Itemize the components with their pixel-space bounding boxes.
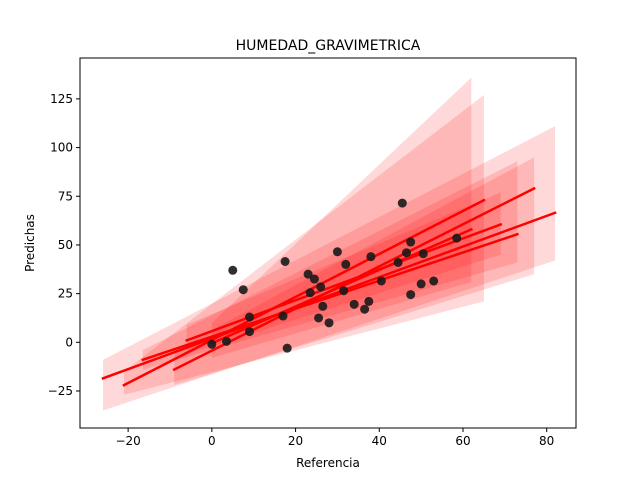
data-point-30 — [416, 279, 426, 289]
y-tick-label: −25 — [48, 384, 73, 398]
x-tick-label: 20 — [288, 434, 303, 448]
data-point-32 — [429, 276, 439, 286]
regression-line-6 — [210, 227, 474, 345]
data-point-10 — [303, 269, 313, 279]
confidence-band-3 — [142, 161, 518, 370]
y-tick-label: 75 — [58, 189, 73, 203]
data-point-5 — [245, 312, 255, 322]
data-point-25 — [393, 257, 403, 267]
y-tick-label: 25 — [58, 287, 73, 301]
data-point-4 — [238, 285, 248, 295]
data-point-9 — [282, 343, 292, 353]
regression-line-1 — [101, 211, 557, 380]
y-tick-label: 0 — [65, 335, 73, 349]
data-point-28 — [406, 237, 416, 247]
y-tick-label: 50 — [58, 238, 73, 252]
confidence-band-6 — [211, 77, 472, 358]
data-point-33 — [452, 233, 462, 243]
x-tick-label: 80 — [539, 434, 554, 448]
data-point-18 — [339, 286, 349, 296]
data-point-3 — [228, 265, 238, 275]
data-point-24 — [376, 276, 386, 286]
regression-line-5 — [185, 222, 503, 342]
data-point-26 — [397, 198, 407, 208]
chart-title: HUMEDAD_GRAVIMETRICA — [236, 38, 421, 54]
data-point-21 — [360, 304, 370, 314]
y-axis-title: Predichas — [23, 214, 37, 272]
data-point-31 — [418, 249, 428, 259]
data-point-16 — [324, 318, 334, 328]
x-tick-label: 40 — [372, 434, 387, 448]
data-point-13 — [314, 313, 324, 323]
regression-lines — [101, 186, 557, 387]
x-tick-label: 0 — [208, 434, 216, 448]
confidence-bands — [103, 77, 556, 411]
data-point-2 — [221, 336, 231, 346]
data-point-15 — [318, 301, 328, 311]
scatter-points — [207, 198, 462, 353]
confidence-band-1 — [103, 126, 556, 411]
x-tick-label: −20 — [115, 434, 140, 448]
data-point-17 — [332, 247, 342, 257]
data-point-20 — [349, 299, 359, 309]
data-point-14 — [316, 282, 326, 292]
data-point-8 — [280, 257, 290, 266]
data-point-11 — [305, 288, 315, 298]
data-point-19 — [341, 259, 351, 269]
data-point-12 — [309, 274, 319, 284]
data-point-29 — [406, 290, 416, 300]
data-point-6 — [245, 327, 255, 337]
data-point-22 — [364, 296, 374, 306]
data-point-1 — [207, 339, 217, 349]
x-axis-ticks: −20 0 20 40 60 80 — [115, 428, 554, 448]
y-tick-label: 125 — [50, 92, 73, 106]
x-tick-label: 60 — [455, 434, 470, 448]
y-axis-ticks: −25 0 25 50 75 100 125 — [48, 92, 80, 398]
data-point-23 — [366, 252, 376, 262]
data-point-7 — [278, 311, 288, 321]
x-axis-title: Referencia — [296, 456, 360, 470]
confidence-band-2 — [123, 95, 484, 395]
confidence-band-4 — [174, 157, 535, 386]
regression-line-3 — [141, 232, 519, 362]
plot-frame — [79, 57, 577, 429]
y-tick-label: 100 — [50, 141, 73, 155]
regression-line-2 — [122, 198, 486, 387]
data-point-27 — [401, 248, 411, 258]
